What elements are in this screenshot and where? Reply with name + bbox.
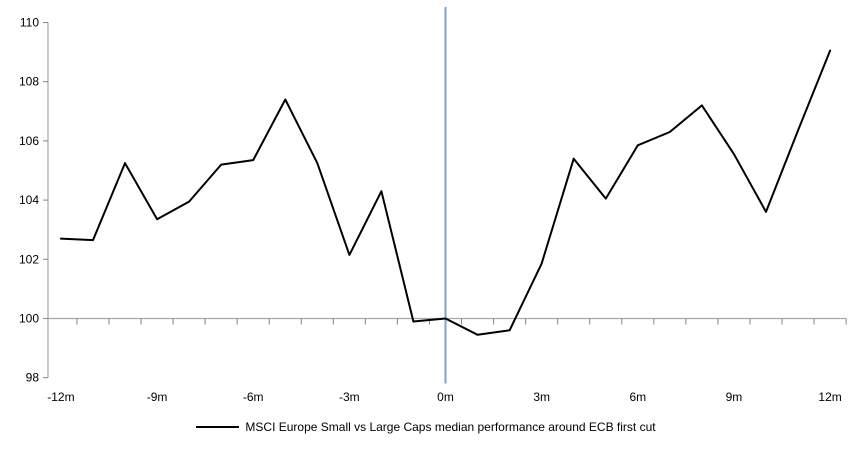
legend-line-sample (196, 426, 240, 428)
legend-label: MSCI Europe Small vs Large Caps median p… (245, 420, 656, 434)
y-axis-tick-label: 110 (20, 16, 39, 30)
x-axis-tick-label: 0m (437, 390, 454, 404)
y-axis-tick-label: 100 (19, 312, 39, 326)
x-axis-tick-label: -12m (47, 390, 74, 404)
x-axis-tick-label: -6m (243, 390, 264, 404)
line-chart-plot: 98 100 102 104 106 108 110 -12m -9m -6m -3m 0m 3m 6m 9… (19, 7, 847, 404)
x-axis-tick-label: 3m (533, 390, 550, 404)
y-axis-tick-label: 104 (19, 193, 39, 207)
y-axis-tick-label: 106 (19, 134, 39, 148)
y-axis-tick-label: 102 (19, 252, 39, 266)
x-axis-tick-label: 12m (818, 390, 841, 404)
x-axis-tick-label: -3m (339, 390, 360, 404)
y-axis-tick-label: 108 (19, 75, 39, 89)
x-axis-tick-label: -9m (147, 390, 168, 404)
series-line (59, 49, 832, 336)
legend: MSCI Europe Small vs Large Caps median p… (0, 420, 852, 434)
x-axis-tick-label: 9m (726, 390, 743, 404)
x-axis-tick-label: 6m (629, 390, 646, 404)
y-axis-tick-label: 98 (26, 371, 40, 385)
